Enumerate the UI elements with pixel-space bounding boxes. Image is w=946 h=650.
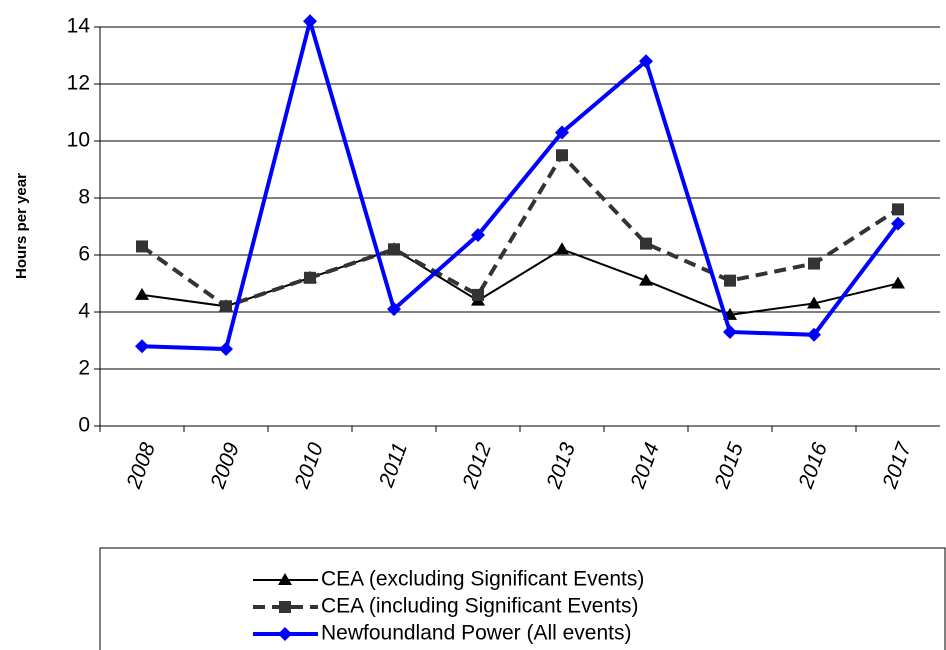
data-point bbox=[639, 273, 653, 286]
y-tick-label: 2 bbox=[78, 357, 90, 380]
x-tick-label: 2014 bbox=[626, 440, 664, 493]
x-tick-label: 2017 bbox=[878, 439, 916, 493]
data-point bbox=[724, 274, 736, 287]
data-point bbox=[135, 339, 149, 354]
legend-label: CEA (including Significant Events) bbox=[321, 595, 639, 618]
data-point bbox=[555, 242, 569, 255]
series-line bbox=[140, 151, 900, 309]
y-tick-label: 4 bbox=[78, 300, 90, 323]
data-point bbox=[892, 203, 904, 216]
data-point bbox=[387, 302, 401, 317]
legend-box bbox=[99, 547, 946, 650]
x-tick-label: 2015 bbox=[710, 439, 748, 492]
x-tick-label: 2008 bbox=[122, 439, 160, 492]
x-tick-label: 2012 bbox=[458, 439, 496, 492]
x-tick-label: 2009 bbox=[206, 439, 244, 492]
series-line bbox=[141, 248, 899, 316]
data-point bbox=[219, 342, 233, 357]
data-point bbox=[220, 300, 232, 313]
x-tick-label: 2013 bbox=[542, 439, 580, 492]
y-tick-label: 10 bbox=[67, 129, 90, 152]
series-line bbox=[141, 13, 900, 352]
data-point bbox=[303, 14, 317, 29]
data-point bbox=[304, 271, 316, 284]
data-point bbox=[640, 237, 652, 250]
x-tick-label: 2010 bbox=[290, 439, 328, 492]
y-tick-label: 14 bbox=[67, 15, 91, 38]
data-point bbox=[639, 54, 653, 69]
legend-marker bbox=[279, 601, 291, 613]
x-tick-label: 2016 bbox=[794, 439, 832, 492]
legend-marker bbox=[278, 627, 292, 641]
data-point bbox=[471, 228, 485, 243]
y-tick-label: 12 bbox=[67, 72, 90, 95]
data-point bbox=[556, 149, 568, 162]
legend-marker bbox=[278, 573, 292, 585]
y-tick-label: 6 bbox=[78, 243, 90, 266]
data-point bbox=[808, 257, 820, 270]
legend-label: CEA (excluding Significant Events) bbox=[321, 568, 644, 591]
data-point bbox=[723, 324, 737, 339]
data-point bbox=[136, 240, 148, 253]
y-axis-label: Hours per year bbox=[13, 173, 30, 279]
y-tick-label: 8 bbox=[78, 186, 90, 209]
data-point bbox=[388, 243, 400, 256]
y-tick-label: 0 bbox=[78, 414, 90, 437]
data-point bbox=[807, 296, 821, 309]
data-point bbox=[807, 327, 821, 342]
data-point bbox=[555, 125, 569, 140]
x-tick-label: 2011 bbox=[375, 440, 412, 491]
data-point bbox=[135, 287, 149, 300]
data-point bbox=[891, 276, 905, 289]
legend-label: Newfoundland Power (All events) bbox=[321, 622, 632, 645]
data-point bbox=[891, 216, 905, 231]
data-point bbox=[472, 288, 484, 301]
